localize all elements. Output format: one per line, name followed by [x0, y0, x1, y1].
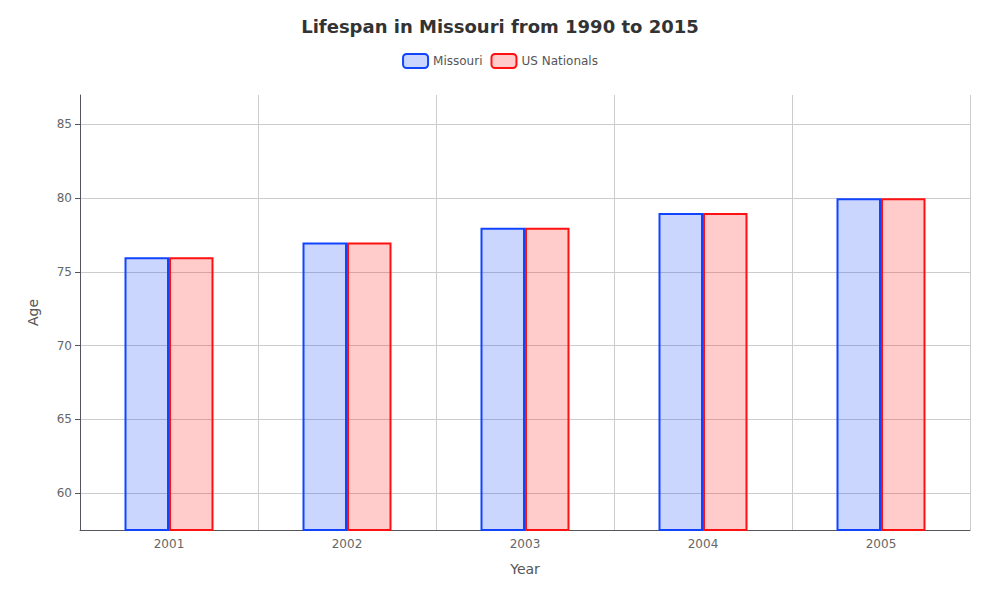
- svg-text:2003: 2003: [510, 537, 541, 551]
- svg-text:Age: Age: [25, 299, 41, 326]
- svg-text:Missouri: Missouri: [433, 54, 482, 68]
- svg-text:80: 80: [57, 191, 72, 205]
- svg-text:2002: 2002: [332, 537, 363, 551]
- svg-text:Lifespan in Missouri from 1990: Lifespan in Missouri from 1990 to 2015: [301, 16, 699, 37]
- svg-text:75: 75: [57, 265, 72, 279]
- svg-text:70: 70: [57, 339, 72, 353]
- svg-text:65: 65: [57, 412, 72, 426]
- svg-text:Year: Year: [509, 561, 540, 577]
- svg-text:US Nationals: US Nationals: [521, 54, 597, 68]
- svg-text:2005: 2005: [866, 537, 897, 551]
- svg-text:60: 60: [57, 486, 72, 500]
- svg-text:2004: 2004: [688, 537, 719, 551]
- svg-text:85: 85: [57, 117, 72, 131]
- svg-text:2001: 2001: [154, 537, 185, 551]
